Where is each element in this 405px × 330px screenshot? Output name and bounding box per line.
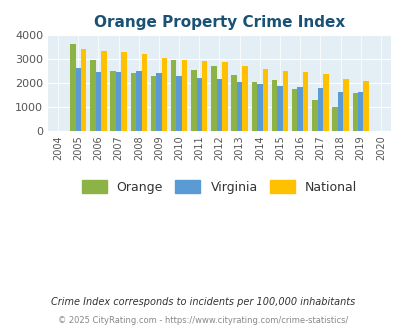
Bar [302,72,308,131]
Bar [256,84,262,131]
Bar [70,44,75,131]
Bar [277,86,282,131]
Bar [297,86,302,131]
Bar [156,73,161,131]
Bar [136,71,141,131]
Bar [262,69,267,131]
Bar [311,100,317,131]
Bar [337,92,343,131]
Bar [161,58,167,131]
Bar [291,89,297,131]
Bar [317,88,322,131]
Bar [282,71,288,131]
Bar [242,66,247,131]
Bar [81,49,86,131]
Bar [90,60,96,131]
Bar [181,60,187,131]
Legend: Orange, Virginia, National: Orange, Virginia, National [77,175,362,199]
Bar [96,72,101,131]
Bar [196,78,202,131]
Bar [211,66,216,131]
Text: Crime Index corresponds to incidents per 100,000 inhabitants: Crime Index corresponds to incidents per… [51,297,354,307]
Bar [101,50,107,131]
Bar [75,68,81,131]
Bar [222,62,227,131]
Bar [191,70,196,131]
Bar [150,76,156,131]
Title: Orange Property Crime Index: Orange Property Crime Index [94,15,344,30]
Bar [322,74,328,131]
Bar [237,82,242,131]
Bar [352,93,357,131]
Bar [130,73,136,131]
Bar [115,72,121,131]
Bar [332,107,337,131]
Bar [171,60,176,131]
Bar [176,76,181,131]
Bar [202,61,207,131]
Bar [231,75,237,131]
Bar [216,80,222,131]
Bar [357,92,362,131]
Bar [121,52,126,131]
Bar [362,81,368,131]
Text: © 2025 CityRating.com - https://www.cityrating.com/crime-statistics/: © 2025 CityRating.com - https://www.city… [58,316,347,325]
Bar [141,54,147,131]
Bar [343,79,348,131]
Bar [110,71,115,131]
Bar [271,80,277,131]
Bar [251,82,256,131]
